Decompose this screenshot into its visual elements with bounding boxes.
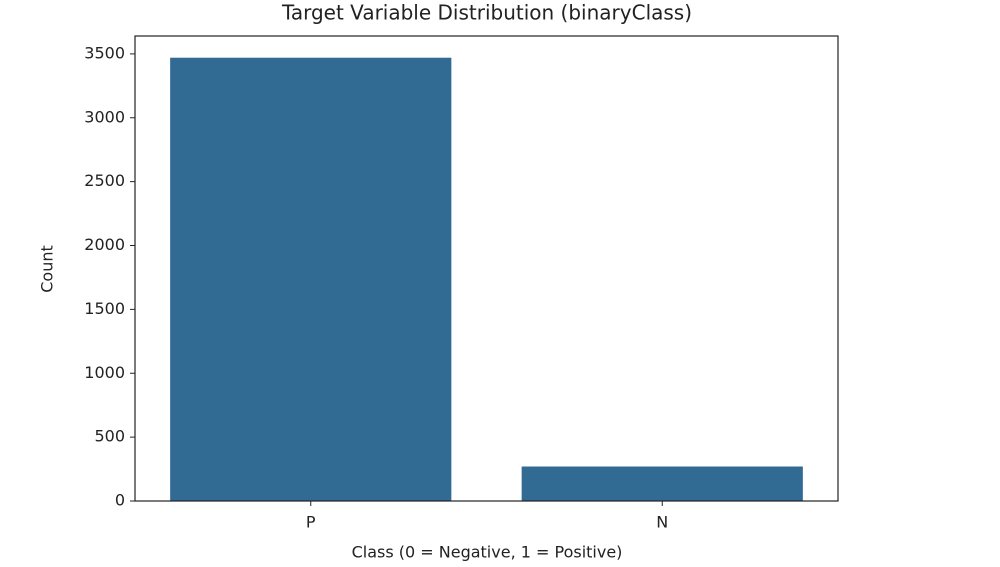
plot-frame [134, 35, 839, 502]
bar [170, 57, 452, 501]
y-tick-label: 2000 [84, 235, 125, 254]
y-tick-label: 1000 [84, 363, 125, 382]
x-axis-label: Class (0 = Negative, 1 = Positive) [352, 543, 623, 562]
y-tick-label: 2500 [84, 171, 125, 190]
y-tick-label: 500 [94, 427, 125, 446]
y-tick-label: 3500 [84, 43, 125, 62]
x-tick-label: N [656, 513, 668, 532]
bar [521, 466, 803, 501]
chart-title: Target Variable Distribution (binaryClas… [281, 1, 692, 25]
y-axis-label: Count [38, 245, 57, 293]
y-tick-label: 1500 [84, 299, 125, 318]
y-tick-label: 0 [115, 491, 125, 510]
x-tick-label: P [306, 513, 316, 532]
y-tick-label: 3000 [84, 107, 125, 126]
